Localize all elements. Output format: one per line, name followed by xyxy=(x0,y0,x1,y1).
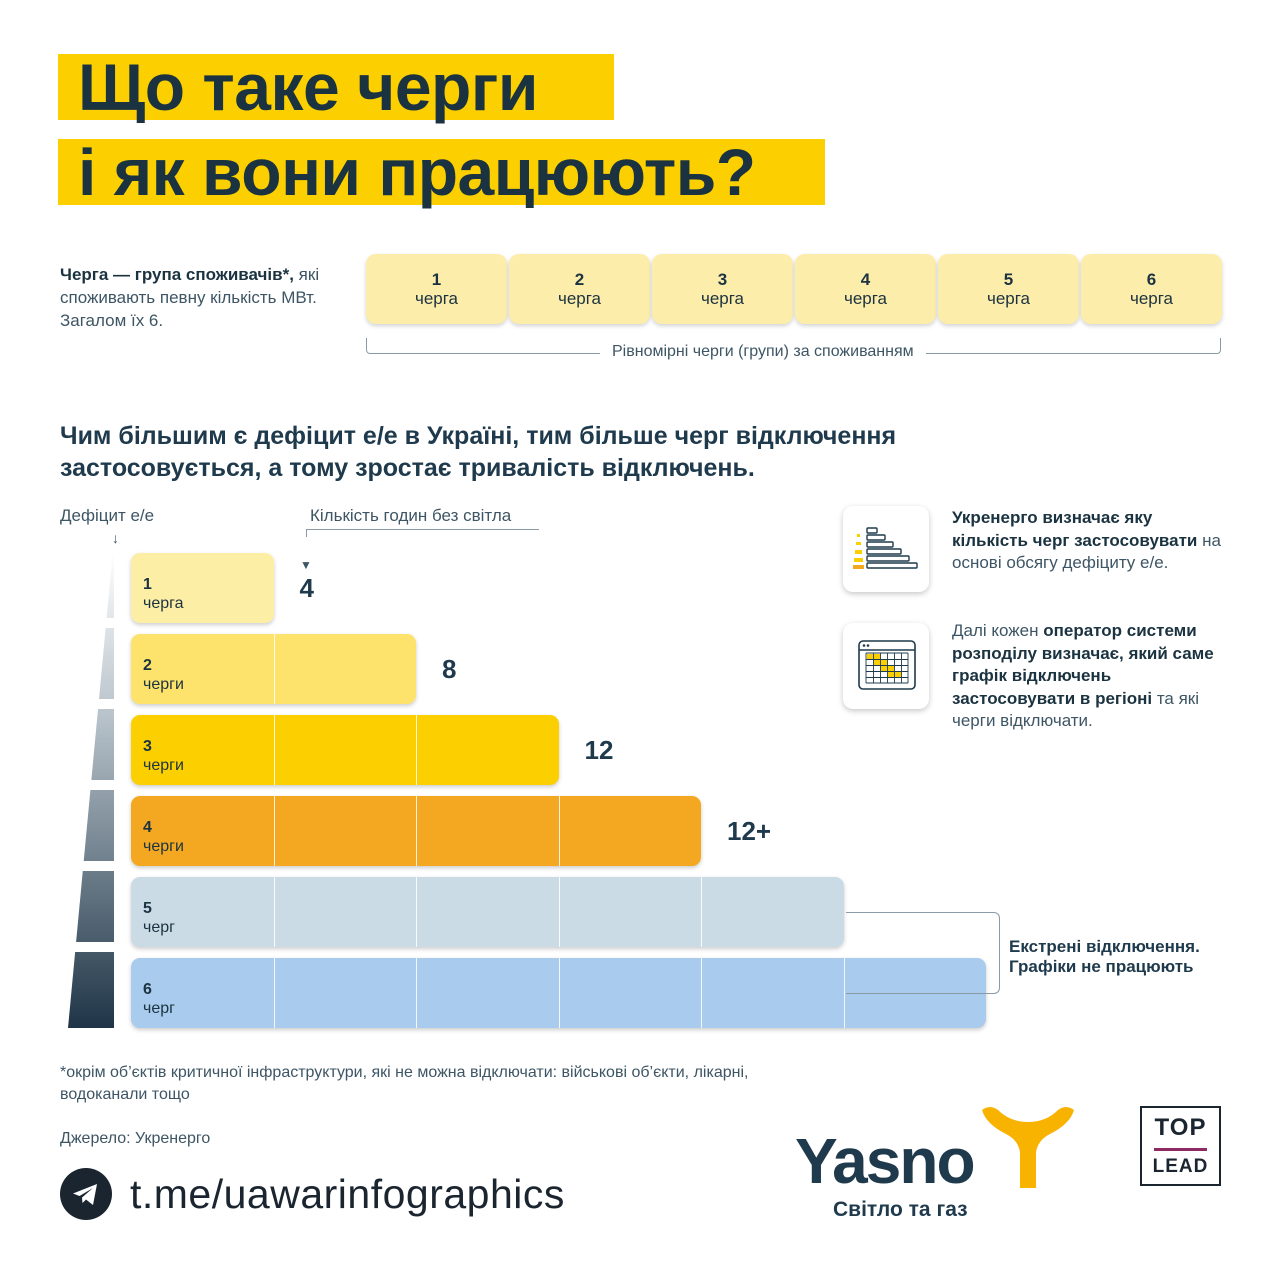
bar-label-num: 5 xyxy=(143,900,152,917)
bar-label-word: черг xyxy=(143,919,175,936)
hours-value: 12+ xyxy=(727,816,772,846)
queue-box-6: 6 черга xyxy=(1081,254,1222,324)
queue-box-3: 3 черга xyxy=(652,254,793,324)
bar-divider xyxy=(558,958,560,1028)
queue-definition: Черга — група споживачів*, які споживают… xyxy=(60,263,360,332)
queue-boxes: 1 черга 2 черга 3 черга 4 черга 5 черга 6 черг… xyxy=(366,254,1222,326)
emergency-line-1: Екстрені відключення. xyxy=(1009,937,1200,956)
emergency-note: Екстрені відключення. Графіки не працюют… xyxy=(1009,937,1249,977)
bars-chart-icon xyxy=(843,506,929,592)
bar-label: 3 черги xyxy=(143,737,184,775)
queue-num: 1 xyxy=(431,270,442,289)
down-arrow-icon: ▼ xyxy=(300,558,312,572)
toplead-top: TOP xyxy=(1154,1114,1207,1141)
hours-pointer-line xyxy=(306,529,539,537)
queues-caption: Рівномірні черги (групи) за споживанням xyxy=(600,343,926,361)
source: Джерело: Укренерго xyxy=(60,1130,211,1147)
queue-num: 2 xyxy=(574,270,585,289)
bar-label-word: черга xyxy=(143,595,184,612)
yasno-tagline: Світло та газ xyxy=(833,1198,968,1221)
queue-num: 3 xyxy=(717,270,728,289)
toplead-logo: TOP LEAD xyxy=(1140,1106,1221,1186)
bar-label-num: 3 xyxy=(143,738,152,755)
bar-label-num: 4 xyxy=(143,819,152,836)
bar-label-word: черг xyxy=(143,1000,175,1017)
bar-label: 5 черг xyxy=(143,899,175,937)
queue-bar-1: 1 черга xyxy=(131,553,274,623)
bar-divider xyxy=(558,796,560,866)
bar-divider xyxy=(416,715,417,785)
definition-bold: Черга — група споживачів*, xyxy=(60,265,294,284)
queue-box-2: 2 черга xyxy=(509,254,650,324)
info-ukrenergo: Укренерго визначає яку кількість черг за… xyxy=(952,507,1232,575)
info-ukrenergo-bold: Укренерго визначає яку кількість черг за… xyxy=(952,508,1198,550)
bar-divider xyxy=(843,958,845,1028)
bar-label-word: черги xyxy=(143,757,184,774)
bar-divider xyxy=(416,796,417,866)
telegram-icon[interactable] xyxy=(60,1168,112,1220)
bar-label-word: черги xyxy=(143,676,184,693)
bar-divider xyxy=(701,877,702,947)
bar-label-num: 1 xyxy=(143,576,152,593)
emergency-bracket xyxy=(846,912,1000,994)
toplead-rule xyxy=(1154,1148,1207,1151)
bar-label: 2 черги xyxy=(143,656,184,694)
bar-divider xyxy=(416,877,417,947)
bar-divider xyxy=(273,634,275,704)
info-ukrenergo-rest: на основі обсягу дефіциту е/е. xyxy=(952,530,1221,573)
definition-rest: які споживають певну кількість МВт. Зага… xyxy=(60,265,320,330)
hours-value: 4 xyxy=(299,573,314,603)
bar-label-num: 2 xyxy=(143,657,152,674)
bar-label-word: черги xyxy=(143,838,184,855)
deficit-label: Дефіцит е/е xyxy=(60,506,155,525)
bar-divider xyxy=(558,877,560,947)
queue-bar-2: 2 черги xyxy=(131,634,416,704)
bar-label: 4 черги xyxy=(143,818,184,856)
queue-box-1: 1 черга xyxy=(366,254,507,324)
yasno-logo-word: Yasno xyxy=(795,1125,976,1197)
hours-value: 12 xyxy=(584,735,614,765)
hours-value: 8 xyxy=(442,654,457,684)
queue-word: черга xyxy=(557,289,602,308)
info-operator-t1: Далі кожен xyxy=(952,621,1044,640)
bar-divider xyxy=(701,958,702,1028)
queue-num: 6 xyxy=(1146,270,1157,289)
queue-word: черга xyxy=(414,289,459,308)
queue-box-5: 5 черга xyxy=(938,254,1079,324)
info-operator: Далі кожен оператор системи розподілу ви… xyxy=(952,620,1232,733)
subheading: Чим більшим є дефіцит е/е в Україні, тим… xyxy=(60,422,897,482)
bar-label: 1 черга xyxy=(143,575,184,613)
queue-box-4: 4 черга xyxy=(795,254,936,324)
queue-word: черга xyxy=(700,289,745,308)
queue-num: 4 xyxy=(860,270,871,289)
queue-word: черга xyxy=(986,289,1031,308)
info-operator-t2: та які черги відключати. xyxy=(952,688,1200,731)
queue-bar-6: 6 черг xyxy=(131,958,986,1028)
footnote: *окрім об’єктів критичної інфраструктури… xyxy=(60,1064,749,1103)
bar-divider xyxy=(273,796,275,866)
telegram-link[interactable]: t.me/uawarinfographics xyxy=(130,1171,565,1217)
emergency-line-2: Графіки не працюють xyxy=(1009,957,1194,976)
toplead-lead: LEAD xyxy=(1152,1156,1209,1177)
queue-num: 5 xyxy=(1003,270,1014,289)
schedule-grid-icon xyxy=(843,623,929,709)
queue-word: черга xyxy=(1129,289,1174,308)
title-line-2: і як вони працюють? xyxy=(58,139,825,205)
bar-divider xyxy=(273,958,275,1028)
queue-bar-5: 5 черг xyxy=(131,877,844,947)
queue-word: черга xyxy=(843,289,888,308)
bar-divider xyxy=(416,958,417,1028)
title-line-1: Що таке черги xyxy=(58,54,614,120)
deficit-wedge xyxy=(66,550,116,1028)
yasno-logo-icon xyxy=(982,1107,1074,1188)
bar-divider xyxy=(273,877,275,947)
info-operator-bold: оператор системи розподілу визначає, яки… xyxy=(952,621,1214,708)
bar-divider xyxy=(273,715,275,785)
queue-bar-3: 3 черги xyxy=(131,715,559,785)
queue-bar-4: 4 черги xyxy=(131,796,701,866)
down-arrow-icon: ↓ xyxy=(112,530,119,546)
bar-label: 6 черг xyxy=(143,980,175,1018)
bar-label-num: 6 xyxy=(143,981,152,998)
hours-label: Кількість годин без світла xyxy=(310,506,512,525)
